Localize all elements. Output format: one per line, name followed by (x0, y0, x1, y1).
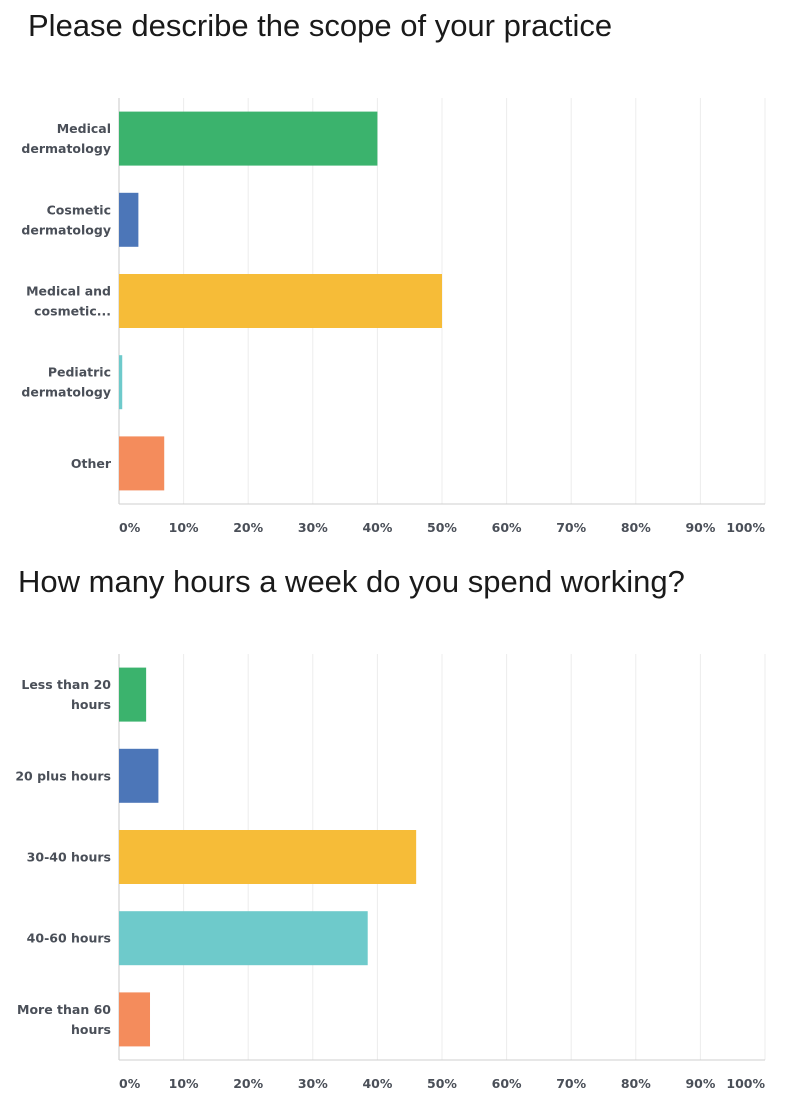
bar (119, 274, 442, 328)
bar (119, 992, 151, 1047)
x-tick-label: 80% (621, 520, 651, 535)
x-tick-label: 100% (726, 520, 765, 535)
category-label: Pediatric (48, 365, 111, 380)
category-label: dermatology (21, 385, 111, 400)
x-tick-label: 90% (685, 1076, 715, 1091)
x-tick-label: 100% (726, 1076, 765, 1091)
category-label: More than 60 (17, 1002, 111, 1017)
x-tick-label: 90% (685, 520, 715, 535)
category-label: 20 plus hours (15, 768, 111, 783)
category-label: Less than 20 (21, 677, 111, 692)
category-label: Medical (57, 121, 111, 136)
x-tick-label: 50% (427, 520, 457, 535)
x-tick-label: 50% (427, 1076, 457, 1091)
category-label: cosmetic... (34, 304, 111, 319)
x-tick-label: 0% (119, 520, 141, 535)
x-tick-label: 30% (298, 1076, 328, 1091)
x-tick-label: 10% (169, 520, 199, 535)
chart-scope-of-practice: 0% 10% 20% 30% 40% 50% 60% 70% 80% 90% 100% Medical… (21, 98, 766, 535)
x-tick-label: 20% (233, 1076, 263, 1091)
x-tick-label: 10% (169, 1076, 199, 1091)
x-tick-label: 30% (298, 520, 328, 535)
category-label: Other (71, 456, 112, 471)
bar (119, 111, 378, 166)
category-label: Medical and (26, 284, 111, 299)
x-tick-label: 60% (492, 520, 522, 535)
bar (119, 355, 123, 410)
category-label: hours (71, 697, 111, 712)
x-tick-label: 20% (233, 520, 263, 535)
x-tick-label: 70% (556, 520, 586, 535)
x-tick-label: 40% (362, 520, 392, 535)
x-tick-label: 70% (556, 1076, 586, 1091)
chart-title-scope-of-practice: Please describe the scope of your practi… (28, 8, 613, 43)
chart-title-hours-per-week: How many hours a week do you spend worki… (18, 564, 685, 599)
category-label: 40-60 hours (27, 931, 111, 946)
category-label: dermatology (21, 222, 111, 237)
category-label: hours (71, 1022, 111, 1037)
bar (119, 830, 417, 884)
category-label: Cosmetic (47, 202, 111, 217)
x-tick-label: 40% (362, 1076, 392, 1091)
bar (119, 911, 368, 966)
category-label: 30-40 hours (27, 850, 111, 865)
bar (119, 192, 139, 247)
category-label: dermatology (21, 141, 111, 156)
bar (119, 748, 159, 803)
bar (119, 436, 165, 491)
chart-hours-per-week: 0% 10% 20% 30% 40% 50% 60% 70% 80% 90% 100% Less th… (15, 654, 766, 1091)
x-tick-label: 0% (119, 1076, 141, 1091)
x-tick-label: 60% (492, 1076, 522, 1091)
bar (119, 667, 147, 722)
x-tick-label: 80% (621, 1076, 651, 1091)
